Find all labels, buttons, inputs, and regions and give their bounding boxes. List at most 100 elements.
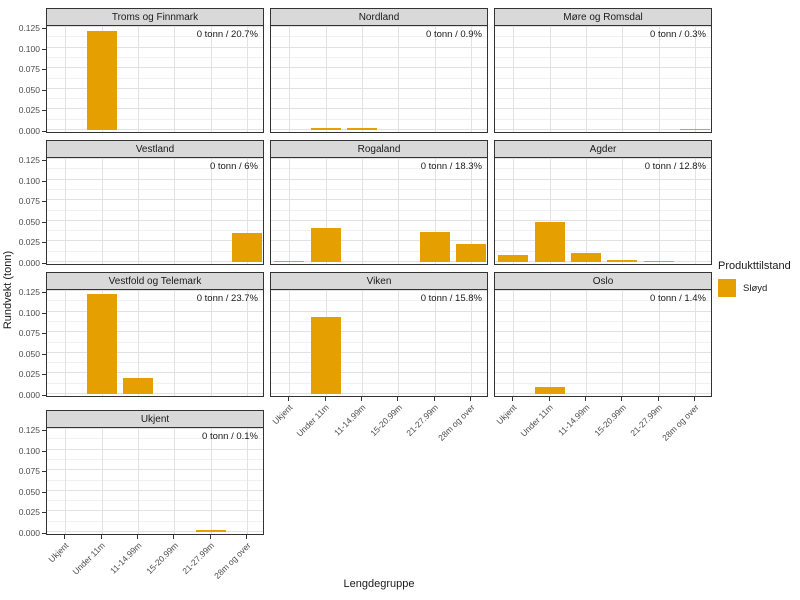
gridline-minor bbox=[495, 230, 711, 232]
panel-annotation: 0 tonn / 23.7% bbox=[196, 293, 258, 304]
y-tick-mark bbox=[42, 242, 46, 243]
y-tick-mark bbox=[42, 333, 46, 334]
facet-panel: 0 tonn / 20.7% bbox=[46, 25, 264, 133]
gridline-major bbox=[47, 393, 263, 394]
gridline-vertical bbox=[326, 158, 327, 264]
y-tick-mark bbox=[42, 181, 46, 182]
gridline-minor bbox=[495, 118, 711, 120]
y-tick-mark bbox=[42, 222, 46, 223]
bar bbox=[123, 378, 153, 394]
y-tick-label: 0.100 bbox=[18, 44, 40, 54]
bar bbox=[420, 232, 450, 262]
facet-strip: Agder bbox=[494, 140, 712, 158]
gridline-minor bbox=[271, 341, 487, 343]
gridline-major bbox=[495, 158, 711, 159]
gridline-minor bbox=[47, 77, 263, 79]
panel-annotation: 0 tonn / 15.8% bbox=[420, 293, 482, 304]
x-tick-mark bbox=[325, 397, 326, 401]
gridline-major bbox=[47, 469, 263, 471]
x-tick-mark bbox=[288, 397, 289, 401]
y-tick-label: 0.125 bbox=[18, 155, 40, 165]
gridline-major bbox=[495, 261, 711, 262]
gridline-minor bbox=[47, 118, 263, 120]
gridline-major bbox=[47, 531, 263, 532]
gridline-vertical bbox=[65, 158, 66, 264]
y-tick-label: 0.125 bbox=[18, 23, 40, 33]
gridline-vertical bbox=[659, 26, 660, 132]
y-tick-mark bbox=[42, 430, 46, 431]
gridline-minor bbox=[271, 36, 487, 38]
y-tick-mark bbox=[42, 512, 46, 513]
y-tick-label: 0.000 bbox=[18, 126, 40, 136]
gridline-major bbox=[271, 261, 487, 262]
facet-panel: 0 tonn / 15.8% bbox=[270, 289, 488, 397]
y-tick-label: 0.075 bbox=[18, 196, 40, 206]
gridline-major bbox=[47, 129, 263, 130]
y-tick-mark bbox=[42, 160, 46, 161]
gridline-major bbox=[495, 67, 711, 69]
gridline-vertical bbox=[471, 26, 472, 132]
bar bbox=[644, 261, 674, 262]
bar bbox=[347, 128, 377, 130]
y-tick-mark bbox=[42, 313, 46, 314]
gridline-vertical bbox=[289, 158, 290, 264]
gridline-vertical bbox=[65, 26, 66, 132]
gridline-vertical bbox=[138, 158, 139, 264]
gridline-major bbox=[47, 26, 263, 27]
gridline-major bbox=[47, 87, 263, 89]
y-tick-mark bbox=[42, 492, 46, 493]
gridline-major bbox=[47, 67, 263, 69]
facet-panel: 0 tonn / 6% bbox=[46, 157, 264, 265]
gridline-vertical bbox=[247, 290, 248, 396]
gridline-major bbox=[47, 310, 263, 312]
y-tick-mark bbox=[42, 131, 46, 132]
x-tick-mark bbox=[210, 535, 211, 539]
gridline-minor bbox=[47, 500, 263, 502]
gridline-minor bbox=[47, 458, 263, 460]
gridline-minor bbox=[271, 362, 487, 364]
facet-panel: 0 tonn / 0.3% bbox=[494, 25, 712, 133]
y-tick-mark bbox=[42, 201, 46, 202]
gridline-major bbox=[495, 108, 711, 110]
panel-annotation: 0 tonn / 20.7% bbox=[196, 29, 258, 40]
facet-strip: Viken bbox=[270, 272, 488, 290]
gridline-minor bbox=[271, 300, 487, 302]
gridline-minor bbox=[47, 56, 263, 58]
y-tick-mark bbox=[42, 292, 46, 293]
gridline-major bbox=[47, 351, 263, 353]
gridline-minor bbox=[495, 300, 711, 302]
x-tick-label: Under 11m bbox=[518, 402, 555, 439]
x-tick-label: Ukjent bbox=[494, 402, 519, 427]
y-tick-label: 0.050 bbox=[18, 217, 40, 227]
gridline-vertical bbox=[695, 158, 696, 264]
gridline-vertical bbox=[659, 290, 660, 396]
bar bbox=[311, 228, 341, 262]
y-tick-mark bbox=[42, 395, 46, 396]
gridline-vertical bbox=[211, 158, 212, 264]
y-tick-mark bbox=[42, 28, 46, 29]
gridline-vertical bbox=[622, 26, 623, 132]
facet-strip: Møre og Romsdal bbox=[494, 8, 712, 26]
x-tick-mark bbox=[512, 397, 513, 401]
gridline-vertical bbox=[550, 290, 551, 396]
gridline-major bbox=[47, 199, 263, 201]
gridline-minor bbox=[47, 168, 263, 170]
gridline-major bbox=[271, 310, 487, 312]
gridline-minor bbox=[47, 188, 263, 190]
panel-annotation: 0 tonn / 12.8% bbox=[644, 161, 706, 172]
facet-panel: 0 tonn / 1.4% bbox=[494, 289, 712, 397]
facet-panel: 0 tonn / 0.1% bbox=[46, 427, 264, 535]
gridline-major bbox=[47, 372, 263, 374]
y-tick-mark bbox=[42, 263, 46, 264]
facet-strip: Troms og Finnmark bbox=[46, 8, 264, 26]
x-tick-mark bbox=[694, 397, 695, 401]
gridline-vertical bbox=[247, 158, 248, 264]
gridline-major bbox=[495, 129, 711, 130]
gridline-vertical bbox=[398, 26, 399, 132]
gridline-minor bbox=[495, 320, 711, 322]
y-tick-label: 0.075 bbox=[18, 328, 40, 338]
gridline-major bbox=[495, 240, 711, 242]
gridline-minor bbox=[495, 250, 711, 252]
y-tick-mark bbox=[42, 471, 46, 472]
